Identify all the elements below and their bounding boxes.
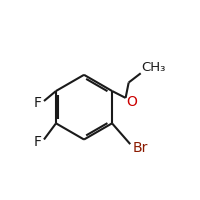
Text: O: O — [126, 95, 137, 109]
Text: F: F — [34, 96, 42, 110]
Text: CH₃: CH₃ — [141, 61, 165, 74]
Text: F: F — [34, 135, 42, 149]
Text: Br: Br — [133, 141, 148, 155]
